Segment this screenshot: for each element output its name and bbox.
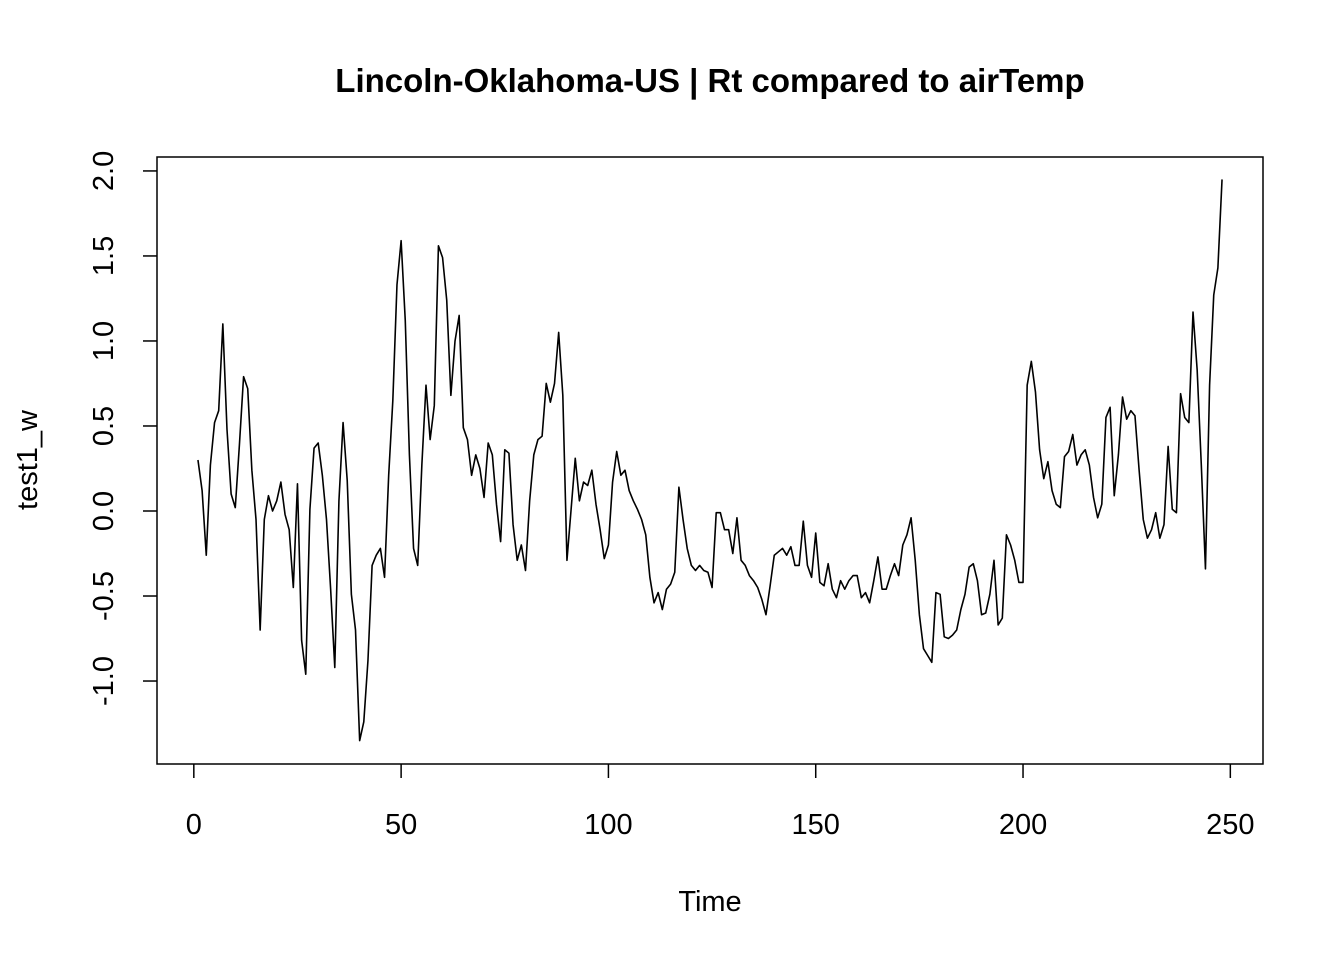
x-tick-label: 200 [999, 809, 1047, 841]
series-line [197, 179, 1223, 742]
x-tick-label: 0 [186, 809, 202, 841]
y-tick-label: 2.0 [88, 151, 120, 191]
y-tick-label: -0.5 [88, 571, 120, 621]
y-tick-label: 1.5 [88, 236, 120, 276]
y-tick-label: 0.5 [88, 406, 120, 446]
y-axis-label: test1_w [12, 409, 44, 510]
x-tick-label: 250 [1206, 809, 1254, 841]
plot-box [156, 156, 1264, 765]
chart-title: Lincoln-Oklahoma-US | Rt compared to air… [335, 62, 1084, 99]
y-tick-label: 1.0 [88, 321, 120, 361]
x-tick-label: 100 [584, 809, 632, 841]
y-tick-label: 0.0 [88, 491, 120, 531]
x-axis-label: Time [678, 886, 741, 918]
x-tick-label: 50 [385, 809, 417, 841]
x-tick-label: 150 [792, 809, 840, 841]
y-tick-label: -1.0 [88, 656, 120, 706]
